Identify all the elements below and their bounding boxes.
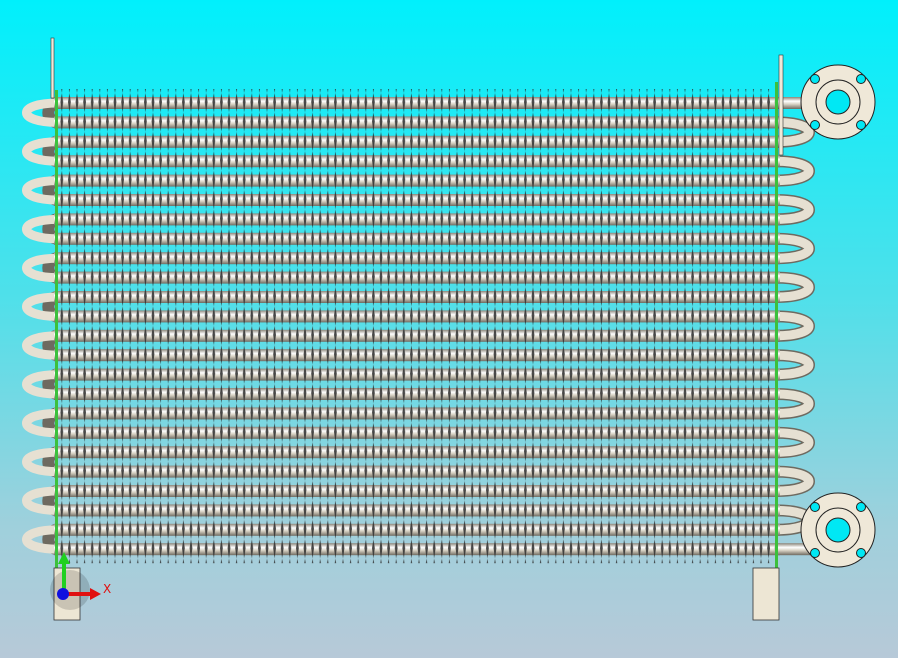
right-u-bend	[775, 311, 814, 341]
flange-bore	[825, 517, 851, 543]
left-tube-sheet	[55, 90, 58, 568]
triad-z-axis	[57, 588, 69, 600]
triad-shadow	[50, 570, 90, 610]
bolt-hole	[856, 548, 866, 558]
right-tube-sheet-top	[778, 54, 784, 156]
right-u-bend	[775, 117, 814, 147]
fin-array	[58, 89, 776, 564]
bolt-hole	[810, 74, 820, 84]
right-support-foot	[752, 567, 780, 621]
flange-raised-face	[815, 79, 861, 125]
triad-y-arrowhead	[58, 552, 70, 564]
left-u-bend	[22, 331, 59, 360]
left-u-bend	[22, 486, 59, 515]
triad-x-label: X	[103, 582, 112, 596]
left-u-bend	[22, 214, 59, 244]
bolt-hole	[856, 74, 866, 84]
right-u-bend	[775, 389, 814, 418]
right-u-bend	[775, 234, 814, 263]
left-u-bend	[22, 525, 59, 554]
right-u-bend	[775, 156, 814, 186]
left-u-bend	[22, 137, 59, 166]
bolt-hole	[856, 502, 866, 512]
right-u-bend	[775, 467, 814, 496]
left-u-bend	[22, 98, 59, 127]
left-u-bend	[22, 408, 59, 438]
bolt-hole	[810, 548, 820, 558]
left-u-bend	[22, 370, 59, 399]
triad-x-arrowhead	[90, 588, 101, 600]
left-u-bend	[22, 447, 59, 477]
bolt-hole	[856, 120, 866, 130]
flange-bore	[825, 89, 851, 115]
left-u-bend	[22, 292, 59, 321]
bolt-hole	[810, 502, 820, 512]
left-u-bend	[22, 176, 59, 205]
right-u-bend	[775, 195, 814, 224]
right-tube-sheet	[775, 82, 778, 568]
left-u-bend	[22, 253, 59, 283]
bolt-hole	[810, 120, 820, 130]
right-u-bend	[775, 428, 814, 457]
left-tube-sheet-top	[50, 37, 55, 99]
right-u-bend	[775, 273, 814, 302]
flange-raised-face	[815, 507, 861, 553]
right-u-bend	[775, 350, 814, 380]
